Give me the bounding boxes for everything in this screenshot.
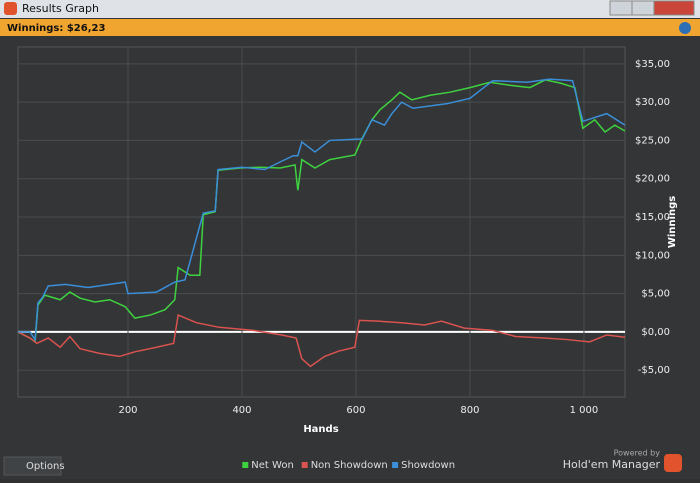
y-tick-label: $30,00 — [635, 97, 670, 108]
y-tick-label: -$5,00 — [638, 365, 670, 376]
legend-label: Non Showdown — [311, 460, 388, 471]
powered-by: Powered by — [614, 449, 661, 458]
legend-swatch — [242, 462, 249, 468]
y-tick-label: $20,00 — [635, 174, 670, 185]
x-tick-label: 200 — [118, 405, 137, 416]
series-line — [17, 313, 626, 368]
y-tick-label: $10,00 — [635, 250, 670, 261]
x-tick-label: 800 — [460, 405, 479, 416]
x-tick-label: 400 — [232, 405, 251, 416]
brand-logo — [664, 454, 682, 472]
legend-swatch — [301, 462, 308, 468]
series-line — [17, 79, 626, 344]
brand: Hold'em Manager — [563, 458, 661, 471]
close-button[interactable] — [653, 0, 695, 16]
minimize-button[interactable] — [609, 0, 633, 16]
x-tick-label: 600 — [346, 405, 365, 416]
options-label: Options — [26, 461, 65, 472]
y-tick-label: $5,00 — [641, 289, 670, 300]
summary-text: Winnings: $26,23 — [7, 23, 105, 34]
title-bar — [0, 0, 700, 18]
x-tick-label: 1 000 — [570, 405, 599, 416]
legend-label: Net Won — [251, 460, 293, 471]
help-button[interactable] — [679, 22, 691, 34]
app-icon — [4, 2, 17, 15]
maximize-button[interactable] — [631, 0, 655, 16]
options-button[interactable] — [3, 456, 62, 476]
summary-bar — [0, 19, 700, 36]
legend-label: Showdown — [401, 460, 455, 471]
y-tick-label: $15,00 — [635, 212, 670, 223]
window-title: Results Graph — [22, 2, 99, 15]
y-tick-label: $25,00 — [635, 135, 670, 146]
y-tick-label: $0,00 — [641, 327, 670, 338]
plot-area — [17, 46, 626, 398]
y-axis-label: Winnings — [667, 196, 678, 248]
series-line — [18, 78, 626, 342]
legend-swatch — [392, 462, 399, 468]
x-axis-label: Hands — [303, 424, 338, 435]
y-tick-label: $35,00 — [635, 59, 670, 70]
